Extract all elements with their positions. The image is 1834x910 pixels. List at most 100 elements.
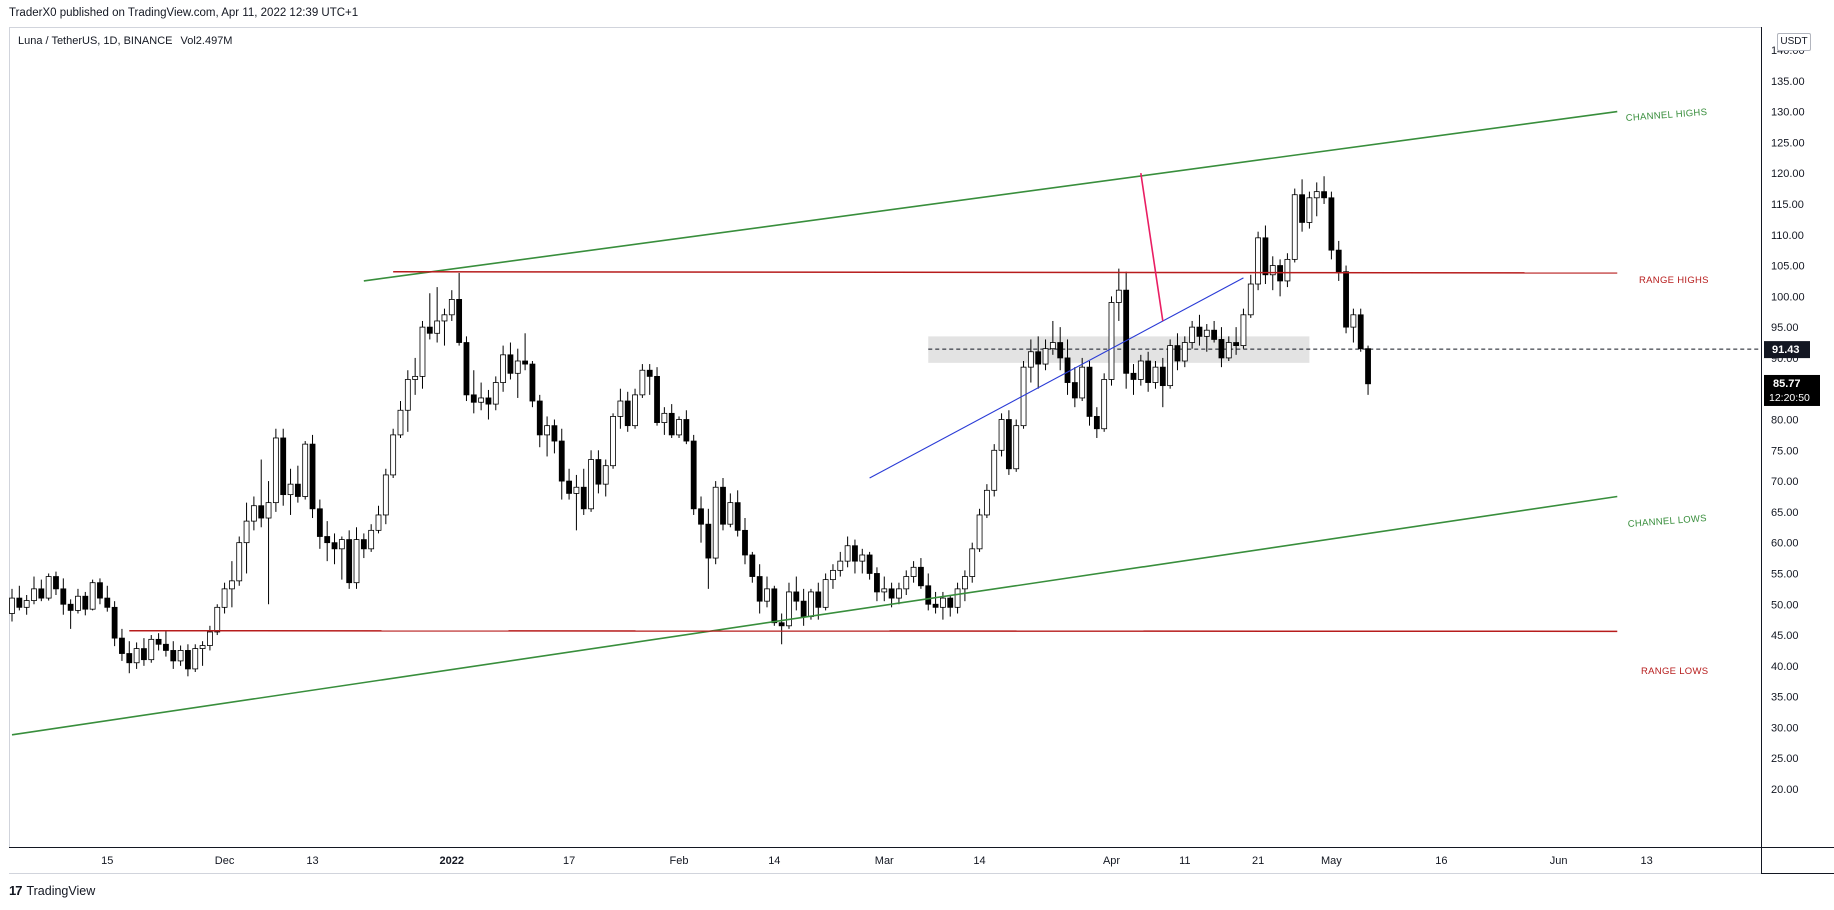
candle-body <box>529 363 536 402</box>
candle <box>1313 182 1320 217</box>
candle-body <box>1093 416 1100 430</box>
candle-body <box>1284 258 1291 282</box>
candle <box>287 468 294 515</box>
time-tick-label: 14 <box>768 855 780 867</box>
candle <box>294 465 301 503</box>
candle-body <box>1328 197 1335 251</box>
price-axis[interactable]: 140.00135.00130.00125.00120.00115.00110.… <box>1771 45 1805 796</box>
candle <box>434 287 441 343</box>
candle-body <box>778 622 785 627</box>
currency-selector-button[interactable]: USDT <box>1777 33 1811 51</box>
candle <box>382 468 389 525</box>
candle-body <box>595 459 602 485</box>
candle-body <box>1291 194 1298 260</box>
candle-body <box>1042 348 1049 365</box>
candle-body <box>962 576 968 590</box>
candle-body <box>1196 326 1203 337</box>
candle-body <box>1005 419 1012 470</box>
time-tick-label: 13 <box>1640 855 1652 867</box>
candle <box>1123 271 1130 389</box>
candle-body <box>1159 366 1166 387</box>
candle <box>338 536 345 580</box>
price-tick-label: 105.00 <box>1771 261 1805 273</box>
candle <box>1159 357 1166 408</box>
candle-body <box>1115 289 1122 303</box>
candle-body <box>1108 302 1115 380</box>
candle <box>544 416 550 457</box>
candle <box>316 499 323 549</box>
candle <box>478 382 485 411</box>
candle <box>133 642 140 669</box>
candle <box>60 578 67 615</box>
ascending-trendline <box>869 277 1244 479</box>
candle-body <box>507 354 514 374</box>
candle <box>9 588 15 622</box>
candle <box>331 533 338 565</box>
candle-body <box>676 419 682 436</box>
candle <box>82 591 89 616</box>
candle <box>558 428 565 500</box>
candle-body <box>9 597 15 614</box>
time-axis[interactable]: 15 Dec 13 2022 17 Feb 14 Mar 14 Apr 11 21 May 16 Jun 13 <box>101 855 1653 867</box>
candle-body <box>1218 339 1225 359</box>
candle-body <box>764 588 770 602</box>
candle <box>1174 333 1181 371</box>
annotation-channel-lows: CHANNEL LOWS <box>1627 513 1707 530</box>
candle-body <box>375 514 382 531</box>
candle <box>148 635 155 663</box>
candle-body <box>1181 342 1188 362</box>
candle-body <box>624 400 631 427</box>
candle-body <box>75 595 81 611</box>
candle <box>199 641 206 666</box>
candle <box>1240 308 1247 349</box>
candle-body <box>1299 194 1305 223</box>
candle <box>676 416 682 438</box>
candle-body <box>1225 342 1232 359</box>
candle-body <box>207 631 213 646</box>
candle <box>177 645 184 666</box>
candle <box>1181 336 1188 368</box>
price-tick-label: 70.00 <box>1771 476 1799 488</box>
candle <box>859 548 866 574</box>
candle <box>602 459 609 497</box>
candle <box>97 578 103 605</box>
candle <box>610 413 616 469</box>
candle <box>566 468 572 500</box>
candle <box>514 348 521 398</box>
candle-body <box>1350 314 1357 328</box>
candle <box>1071 367 1078 408</box>
candle-body <box>786 591 792 627</box>
candle-body <box>170 650 177 662</box>
candle-body <box>463 342 470 396</box>
candle <box>1335 240 1342 281</box>
candle-body <box>888 588 895 599</box>
candle <box>991 444 998 497</box>
candle <box>1357 308 1364 352</box>
candle-body <box>793 591 800 602</box>
candle-body <box>434 320 441 334</box>
candle-body <box>1057 342 1064 359</box>
footer-brand[interactable]: 17 TradingView <box>9 883 95 898</box>
candle-body <box>610 416 616 467</box>
candle <box>1203 324 1210 352</box>
candle <box>404 370 411 432</box>
time-tick-label: 11 <box>1179 855 1190 867</box>
candle <box>1284 253 1291 288</box>
candle <box>698 496 704 543</box>
candle-body <box>918 566 924 587</box>
tradingview-brand-text: TradingView <box>26 883 96 898</box>
candle <box>1035 336 1042 389</box>
candle-body <box>998 419 1005 451</box>
candle-body <box>756 576 763 602</box>
drawings-layer <box>11 110 1618 736</box>
price-tick-label: 110.00 <box>1771 230 1804 242</box>
candle <box>397 401 404 438</box>
candle <box>932 591 939 614</box>
candle-body <box>1365 348 1371 385</box>
candle <box>661 407 668 435</box>
candle-body <box>654 375 660 423</box>
candle-body <box>661 412 668 423</box>
candle <box>551 419 558 454</box>
candle <box>580 468 587 515</box>
